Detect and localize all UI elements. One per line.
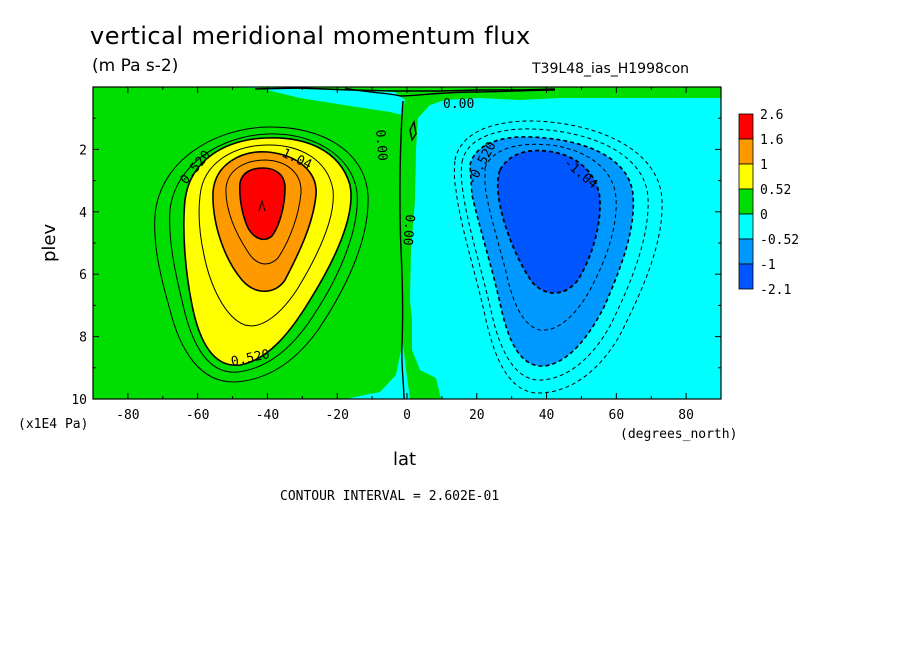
colorbar-swatch [738, 163, 754, 190]
contour-zero [254, 87, 556, 399]
colorbar-swatch [738, 238, 754, 265]
contour-zero-main [399, 100, 405, 399]
x-tick-label: -20 [325, 408, 348, 423]
contour-lines [154, 126, 369, 383]
contour-neg-078 [484, 143, 617, 331]
contour-pos-052 [183, 137, 352, 366]
contour-pos-156 [239, 167, 286, 241]
contour-pos-outer-b [169, 133, 358, 373]
contour-zero-top [254, 87, 556, 92]
contour-label: 0.00 [372, 129, 390, 162]
colorbar: 2.6 1.6 1 0.52 0 -0.52 -1 -2.1 [738, 108, 799, 298]
contour-pos-130 [225, 159, 302, 265]
contour-neg-052 [469, 136, 635, 367]
colorbar-swatch [738, 188, 754, 215]
x-tick-label: -40 [256, 408, 279, 423]
fill-negative-high [497, 150, 601, 294]
contour-label: 0.00 [399, 214, 417, 247]
x-axis-units: (degrees_north) [620, 427, 737, 442]
contour-pos-078 [198, 144, 334, 327]
colorbar-swatch [738, 113, 754, 140]
y-tick-label: 6 [79, 268, 87, 283]
contour-neg-104 [496, 149, 601, 294]
x-tick-label: 0 [403, 408, 411, 423]
contour-zero-top-inner [344, 87, 556, 97]
fill-top-band [400, 87, 721, 130]
colorbar-label: -1 [760, 258, 776, 273]
contour-pos-104 [212, 151, 317, 293]
chart-units: (m Pa s-2) [92, 56, 179, 76]
y-tick-label: 2 [79, 143, 87, 158]
colorbar-swatch [738, 263, 754, 290]
y-axis: 2 4 6 8 10 [71, 117, 721, 408]
chart-title: vertical meridional momentum flux [90, 22, 531, 50]
contour-label: 0.00 [443, 97, 474, 112]
colorbar-label: 1 [760, 158, 768, 173]
y-tick-label: 10 [71, 393, 87, 408]
x-axis: -80 -60 -40 -20 0 20 40 60 80 [92, 87, 722, 423]
fill-negative-patch-sw [215, 87, 405, 115]
y-axis-units: (x1E4 Pa) [18, 417, 88, 432]
colorbar-label: -2.1 [760, 283, 791, 298]
contour-lines-negative [453, 120, 663, 394]
contour-neg-outer-a [453, 120, 663, 394]
x-tick-label: 20 [469, 408, 485, 423]
colorbar-swatch [738, 213, 754, 240]
x-tick-label: 60 [609, 408, 625, 423]
colorbar-label: 1.6 [760, 133, 783, 148]
x-tick-label: -80 [116, 408, 139, 423]
x-tick-label: 40 [539, 408, 555, 423]
contour-pos-outer-a [154, 126, 369, 383]
y-axis-title: plev [39, 223, 60, 262]
contour-interval: CONTOUR INTERVAL = 2.602E-01 [280, 489, 500, 504]
colorbar-label: 2.6 [760, 108, 783, 123]
colorbar-label: 0 [760, 208, 768, 223]
x-tick-label: 80 [678, 408, 694, 423]
colorbar-swatch [738, 138, 754, 165]
contour-zero-sliver [409, 119, 417, 142]
max-marker [258, 199, 266, 212]
x-axis-title: lat [393, 449, 416, 470]
contour-neg-outer-b [460, 128, 649, 381]
colorbar-label: 0.52 [760, 183, 791, 198]
colorbar-label: -0.52 [760, 233, 799, 248]
y-tick-label: 8 [79, 331, 87, 346]
run-label: T39L48_ias_H1998con [532, 61, 690, 77]
y-tick-label: 4 [79, 206, 87, 221]
fill-negative-patch-eq [345, 344, 410, 399]
x-tick-label: -60 [186, 408, 209, 423]
